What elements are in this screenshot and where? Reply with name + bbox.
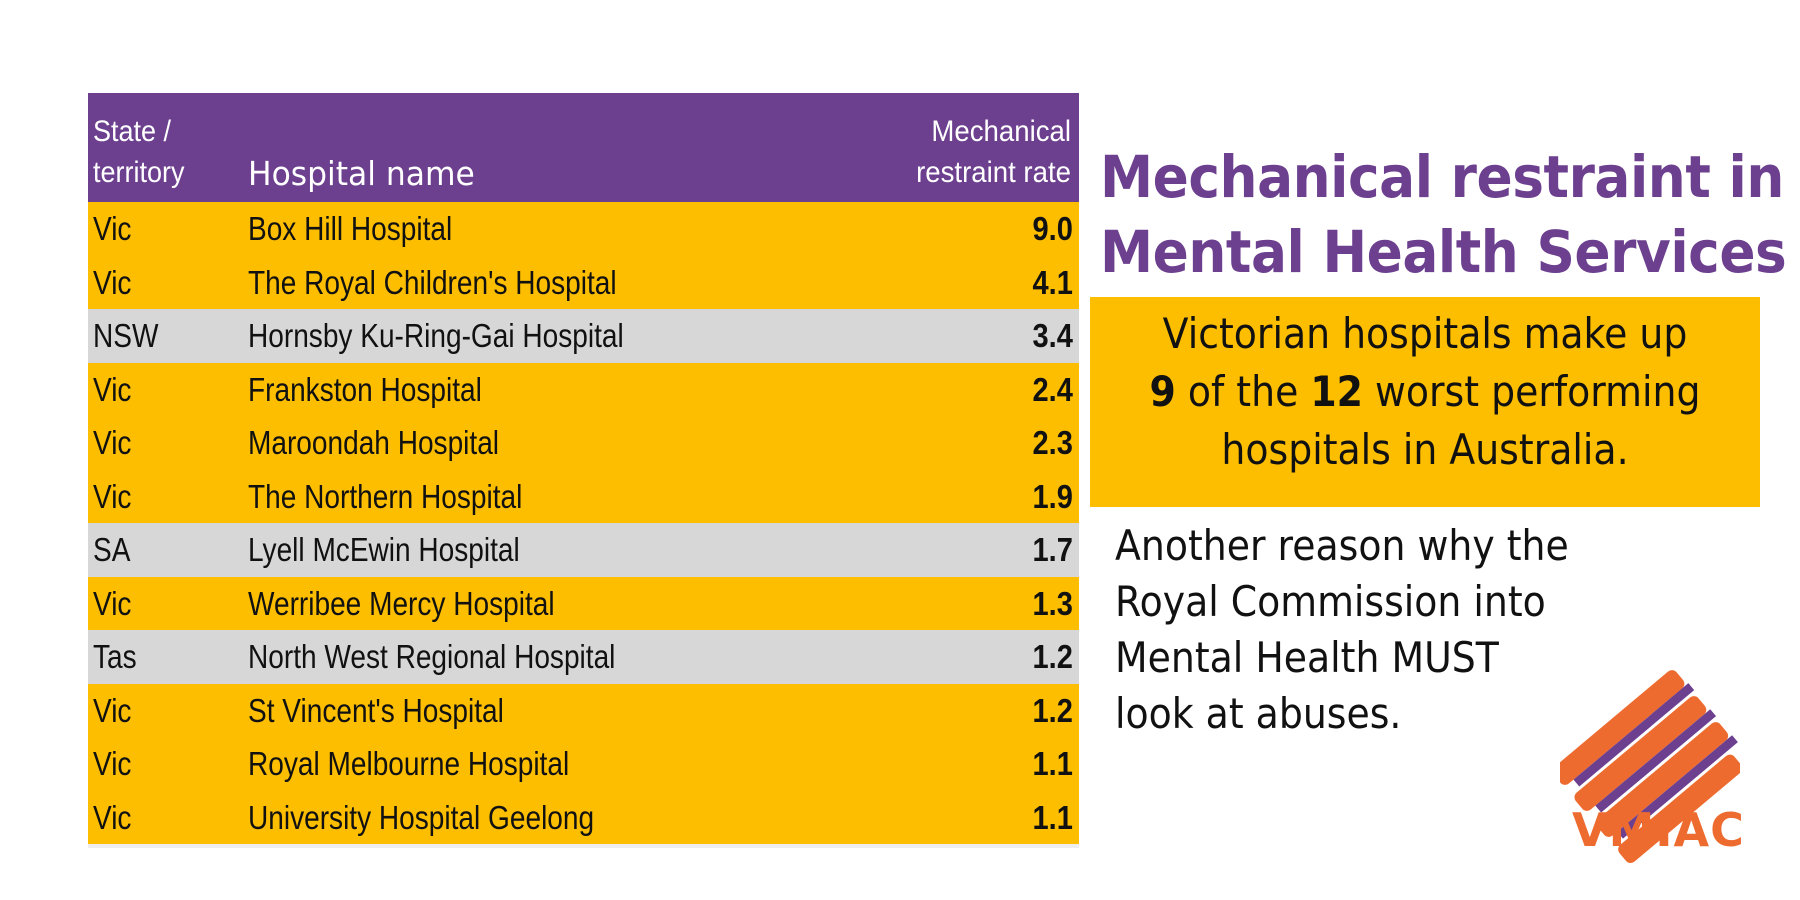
cell-restraint-rate: 1.9 <box>1032 477 1073 515</box>
callout-count-total: 12 <box>1310 367 1363 416</box>
title-line-1: Mechanical restraint in <box>1100 143 1784 211</box>
cell-state: SA <box>93 531 131 568</box>
callout-tail-text: worst performing <box>1362 367 1701 416</box>
cell-restraint-rate: 4.1 <box>1032 263 1073 301</box>
header-restraint-rate: Mechanical restraint rate <box>850 111 1071 193</box>
cell-state: Vic <box>93 798 132 836</box>
table-row: NSW Hornsby Ku-Ring-Gai Hospital 3.4 <box>88 309 1079 363</box>
header-state-line1: State / <box>93 115 172 148</box>
cell-state: Vic <box>93 263 132 301</box>
callout-count-vic: 9 <box>1149 367 1176 416</box>
table-row: Vic Werribee Mercy Hospital 1.3 <box>88 576 1079 630</box>
header-state: State / territory <box>93 111 219 193</box>
restraint-rate-table: State / territory Hospital name Mechanic… <box>88 93 1079 848</box>
table-bottom-rule <box>88 844 1079 848</box>
cell-hospital-name: Werribee Mercy Hospital <box>248 584 555 622</box>
cell-state: Vic <box>93 477 132 515</box>
table-row: Vic Maroondah Hospital 2.3 <box>88 416 1079 470</box>
cell-hospital-name: St Vincent's Hospital <box>248 691 504 729</box>
cell-restraint-rate: 2.3 <box>1032 424 1073 461</box>
cell-restraint-rate: 1.3 <box>1032 584 1073 622</box>
table-body: Vic Box Hill Hospital 9.0 Vic The Royal Chil… <box>88 202 1079 844</box>
cell-restraint-rate: 1.2 <box>1032 638 1073 675</box>
cell-hospital-name: University Hospital Geelong <box>248 798 595 836</box>
cell-restraint-rate: 1.1 <box>1032 745 1073 782</box>
callout-mid-text: of the <box>1175 367 1311 416</box>
cell-hospital-name: Royal Melbourne Hospital <box>248 745 570 782</box>
header-state-line2: territory <box>93 156 185 189</box>
header-rate-line1: Mechanical <box>931 115 1071 148</box>
reason-line-4: look at abuses. <box>1115 689 1402 738</box>
title-line-2: Mental Health Services <box>1100 218 1787 286</box>
cell-restraint-rate: 3.4 <box>1032 317 1073 354</box>
table-header: State / territory Hospital name Mechanic… <box>88 93 1079 202</box>
cell-hospital-name: The Royal Children's Hospital <box>248 263 617 301</box>
cell-restraint-rate: 1.1 <box>1032 798 1073 836</box>
cell-state: Vic <box>93 745 132 782</box>
table-row: Vic Royal Melbourne Hospital 1.1 <box>88 737 1079 791</box>
table-row: Tas North West Regional Hospital 1.2 <box>88 630 1079 684</box>
cell-hospital-name: Box Hill Hospital <box>248 210 453 247</box>
cell-state: Vic <box>93 584 132 622</box>
table-row: Vic University Hospital Geelong 1.1 <box>88 790 1079 844</box>
callout-box: Victorian hospitals make up 9 of the 12 … <box>1090 297 1760 507</box>
table-row: Vic Box Hill Hospital 9.0 <box>88 202 1079 256</box>
table-row: Vic St Vincent's Hospital 1.2 <box>88 683 1079 737</box>
cell-state: Vic <box>93 370 132 408</box>
callout-line-3: hospitals in Australia. <box>1221 425 1629 474</box>
reason-line-3: Mental Health MUST <box>1115 633 1499 682</box>
callout-line-1: Victorian hospitals make up <box>1162 309 1688 358</box>
cell-state: Vic <box>93 424 132 461</box>
callout-line-2: 9 of the 12 worst performing <box>1124 363 1727 421</box>
cell-state: Tas <box>93 638 137 675</box>
cell-hospital-name: Maroondah Hospital <box>248 424 500 461</box>
table-row: Vic The Royal Children's Hospital 4.1 <box>88 255 1079 309</box>
page-title: Mechanical restraint in Mental Health Se… <box>1100 140 1790 290</box>
cell-state: Vic <box>93 691 132 729</box>
table-row: Vic Frankston Hospital 2.4 <box>88 362 1079 416</box>
header-rate-line2: restraint rate <box>916 156 1071 189</box>
reason-line-1: Another reason why the <box>1115 521 1569 570</box>
cell-restraint-rate: 1.7 <box>1032 531 1073 568</box>
header-hospital-name: Hospital name <box>248 154 475 193</box>
cell-hospital-name: The Northern Hospital <box>248 477 523 515</box>
cell-hospital-name: Lyell McEwin Hospital <box>248 531 520 568</box>
table-row: Vic The Northern Hospital 1.9 <box>88 469 1079 523</box>
vmiac-logo-text: VMIAC <box>1572 803 1745 857</box>
cell-restraint-rate: 9.0 <box>1032 210 1073 247</box>
reason-line-2: Royal Commission into <box>1115 577 1546 626</box>
table-row: SA Lyell McEwin Hospital 1.7 <box>88 523 1079 577</box>
cell-hospital-name: Hornsby Ku-Ring-Gai Hospital <box>248 317 624 354</box>
cell-state: NSW <box>93 317 159 354</box>
cell-state: Vic <box>93 210 132 247</box>
reason-text: Another reason why the Royal Commission … <box>1115 518 1675 742</box>
cell-hospital-name: Frankston Hospital <box>248 370 482 408</box>
vmiac-stripes-icon <box>1560 670 1740 863</box>
cell-restraint-rate: 1.2 <box>1032 691 1073 729</box>
cell-hospital-name: North West Regional Hospital <box>248 638 616 675</box>
cell-restraint-rate: 2.4 <box>1032 370 1073 408</box>
